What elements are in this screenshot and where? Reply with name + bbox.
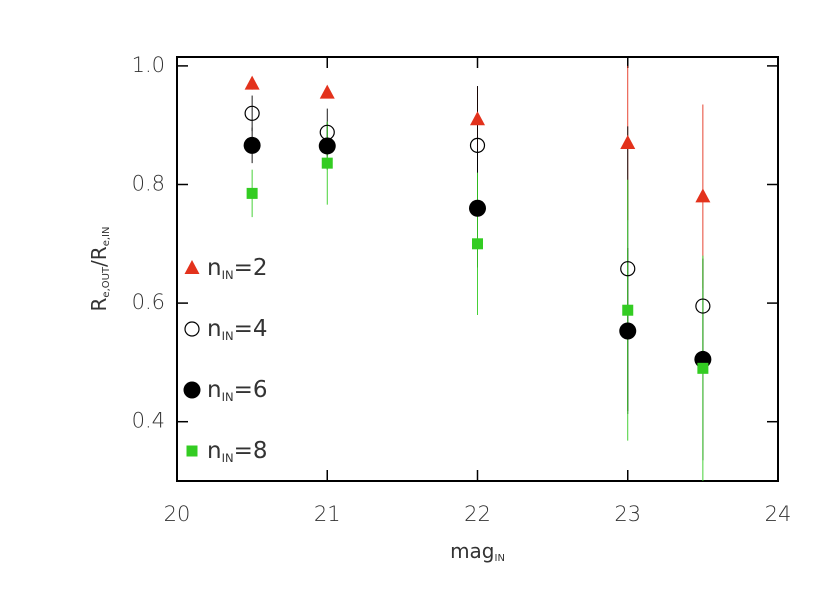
text: n (207, 316, 222, 342)
marker (697, 362, 709, 374)
subscript: IN (222, 328, 234, 342)
text: n (207, 438, 222, 464)
text: =6 (234, 377, 268, 403)
marker (469, 199, 486, 217)
marker (620, 261, 636, 277)
legend-label: nIN=2 (207, 255, 267, 282)
marker (246, 187, 258, 199)
text: =2 (234, 255, 268, 281)
text: /R (87, 246, 111, 267)
y-tick-label: 0.8 (132, 171, 165, 195)
x-tick-label: 23 (614, 502, 641, 526)
marker (695, 188, 711, 203)
y-tick-label: 0.4 (132, 409, 165, 433)
subscript: IN (495, 553, 505, 564)
marker (243, 136, 261, 154)
label: magIN (450, 539, 505, 565)
legend-marker (186, 445, 198, 457)
subscript: IN (222, 267, 234, 281)
marker (622, 304, 634, 316)
legend-marker (184, 321, 200, 337)
marker (244, 75, 260, 90)
marker (319, 84, 335, 99)
label: Re,OUT/Re,IN (87, 227, 113, 312)
marker (472, 238, 483, 250)
x-tick-label: 20 (164, 502, 191, 526)
marker (469, 137, 486, 153)
legend-label: nIN=8 (207, 438, 267, 465)
marker (321, 157, 333, 169)
subscript: IN (222, 389, 234, 403)
text: =8 (234, 438, 268, 464)
marker (619, 322, 637, 340)
marker (318, 137, 336, 155)
legend-label: nIN=6 (207, 377, 267, 404)
legend-marker (184, 260, 200, 274)
subscript: IN (222, 450, 234, 464)
subscript: e,OUT (101, 266, 112, 298)
text: mag (450, 539, 494, 563)
text: n (207, 377, 222, 403)
marker (244, 105, 260, 121)
legend-label: nIN=4 (207, 316, 267, 343)
x-tick-label: 22 (464, 502, 491, 526)
subscript: e,IN (101, 227, 112, 247)
text: n (207, 255, 222, 281)
marker (620, 134, 636, 149)
y-tick-label: 1.0 (132, 53, 165, 77)
x-tick-label: 24 (765, 502, 792, 526)
text: =4 (234, 316, 268, 342)
x-tick-label: 21 (314, 502, 341, 526)
marker (470, 111, 485, 126)
y-tick-label: 0.6 (132, 290, 165, 314)
marker (695, 298, 711, 314)
legend-marker (183, 381, 201, 399)
text: R (87, 297, 111, 311)
